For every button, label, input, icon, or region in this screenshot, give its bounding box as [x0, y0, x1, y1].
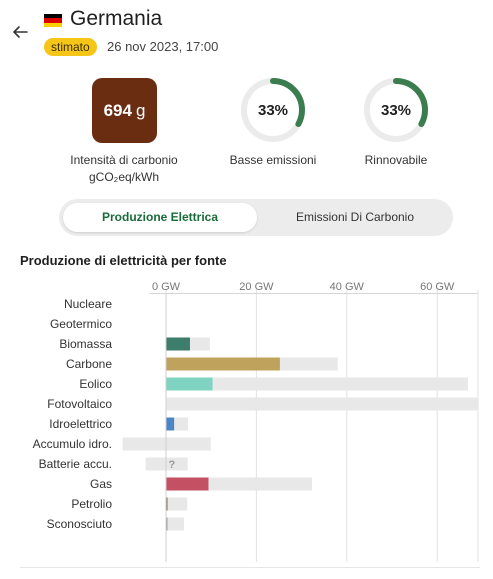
- production-bar-idroelettrico: [166, 417, 175, 431]
- category-label-carbone: Carbone: [66, 357, 112, 371]
- capacity-bar-batterie-accu: [166, 457, 188, 471]
- category-label-batterie-accu: Batterie accu.: [39, 457, 112, 471]
- production-bar-biomassa: [166, 337, 190, 351]
- capacity-bar-eolico: [166, 377, 468, 391]
- tab-carbon-emissions[interactable]: Emissioni Di Carbonio: [295, 210, 415, 224]
- carbon-intensity-unit: g: [135, 100, 146, 120]
- category-label-nucleare: Nucleare: [64, 297, 112, 311]
- x-tick-label-1: 20 GW: [239, 281, 274, 293]
- arrow-left-icon: [13, 26, 28, 38]
- capacity-bar-accumulo-idro: [166, 437, 211, 451]
- renewable-label: Rinnovabile: [364, 153, 428, 167]
- category-label-fotovoltaico: Fotovoltaico: [47, 397, 112, 411]
- category-label-idroelettrico: Idroelettrico: [49, 417, 112, 431]
- divider: [20, 567, 480, 568]
- x-tick-label-2: 40 GW: [330, 281, 365, 293]
- tab-bar: Produzione Elettrica Emissioni Di Carbon…: [59, 199, 453, 236]
- production-chart: 0 GW 20 GW 40 GW 60 GW Nucleare Geotermico Bio…: [33, 281, 479, 562]
- x-tick-label-3: 60 GW: [420, 281, 455, 293]
- capacity-negative-bar-batterie-accu: [145, 457, 166, 471]
- capacity-negative-bar-accumulo-idro: [122, 437, 166, 451]
- category-label-geotermico: Geotermico: [50, 317, 112, 331]
- carbon-intensity-value: 694: [103, 100, 132, 120]
- category-label-biomassa: Biomassa: [59, 337, 112, 351]
- category-label-sconosciuto: Sconosciuto: [47, 517, 113, 531]
- low-emission-ring: [241, 78, 305, 142]
- production-bar-sconosciuto: [166, 517, 168, 531]
- tab-electricity-production[interactable]: Produzione Elettrica: [63, 203, 257, 232]
- estimated-badge: stimato: [44, 38, 97, 56]
- chart-title: Produzione di elettricità per fonte: [20, 253, 227, 268]
- unknown-value-batterie-accu: ?: [169, 459, 176, 471]
- timestamp: 26 nov 2023, 17:00: [107, 39, 219, 54]
- category-label-gas: Gas: [90, 477, 112, 491]
- carbon-intensity-label-line2: gCO₂eq/kWh: [88, 170, 159, 184]
- back-button[interactable]: [10, 22, 30, 42]
- renewable-ring: [364, 78, 428, 142]
- x-tick-label-0: 0 GW: [152, 281, 181, 293]
- carbon-intensity-label-line1: Intensità di carbonio: [70, 153, 178, 167]
- production-bar-gas: [166, 477, 209, 491]
- country-title: Germania: [70, 7, 163, 30]
- capacity-bar-sconosciuto: [166, 517, 185, 531]
- production-bar-carbone: [166, 357, 280, 371]
- low-emission-label: Basse emissioni: [229, 153, 317, 167]
- production-bar-eolico: [166, 377, 213, 391]
- capacity-bar-petrolio: [166, 497, 188, 511]
- production-bar-petrolio: [166, 497, 168, 511]
- category-label-petrolio: Petrolio: [71, 497, 112, 511]
- category-label-accumulo-idro: Accumulo idro.: [33, 437, 112, 451]
- category-label-eolico: Eolico: [79, 377, 112, 391]
- low-emission-value: 33%: [257, 101, 289, 119]
- carbon-intensity-label: Intensità di carbonio gCO₂eq/kWh: [54, 152, 194, 186]
- renewable-value: 33%: [380, 101, 412, 119]
- germany-flag-icon: [44, 14, 62, 27]
- carbon-intensity-box: 694 g: [92, 78, 157, 143]
- capacity-bar-fotovoltaico: [166, 397, 478, 411]
